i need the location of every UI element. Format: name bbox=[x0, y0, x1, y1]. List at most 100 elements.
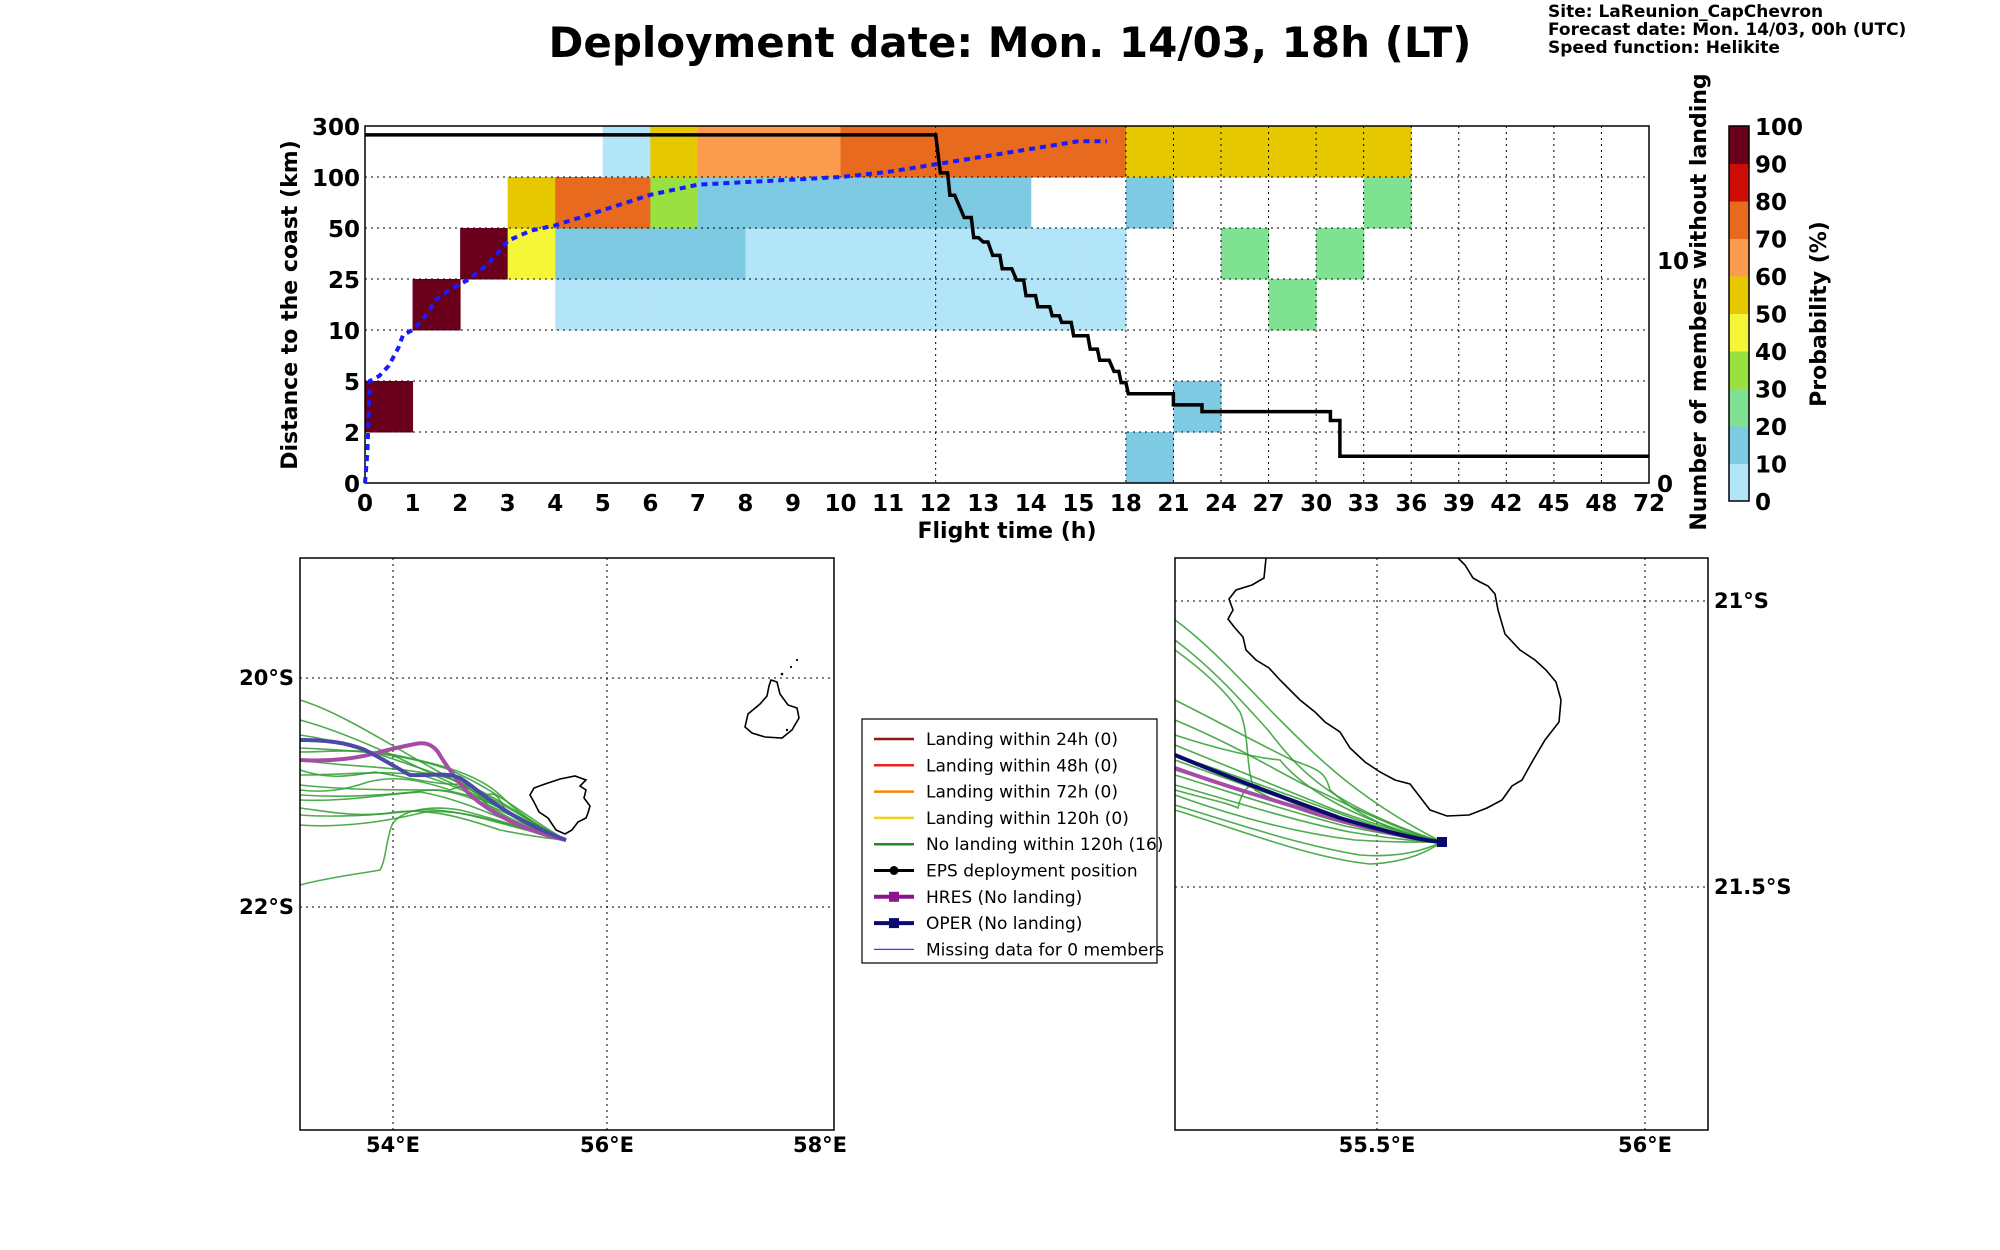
x-tick-label: 7 bbox=[690, 491, 706, 517]
heatmap-cell bbox=[460, 228, 509, 280]
ensemble-track bbox=[299, 807, 567, 841]
heatmap-cell bbox=[1030, 126, 1079, 178]
heatmap-cell bbox=[840, 177, 889, 229]
lat-tick: 20°S bbox=[239, 666, 294, 690]
ensemble-track bbox=[299, 807, 567, 886]
colorbar-tick-label: 20 bbox=[1755, 415, 1787, 441]
reunion-coastline bbox=[529, 775, 591, 835]
y-tick-label: 100 bbox=[312, 166, 360, 192]
colorbar-block bbox=[1729, 276, 1749, 314]
ensemble-track bbox=[1174, 744, 1443, 843]
heatmap-cell bbox=[1125, 177, 1174, 229]
y-tick-label: 10 bbox=[328, 319, 360, 345]
x-tick-label: 2 bbox=[452, 491, 468, 517]
ensemble-track bbox=[1174, 734, 1443, 843]
heatmap-cell bbox=[650, 228, 699, 280]
heatmap-cell bbox=[935, 228, 984, 280]
heatmap-cell bbox=[793, 279, 842, 331]
colorbar-tick-label: 60 bbox=[1755, 265, 1787, 291]
y-axis-label: Distance to the coast (km) bbox=[278, 140, 303, 470]
colorbar-tick-labels: 0 10 20 30 40 50 60 70 80 90 100 bbox=[1755, 115, 1803, 516]
colorbar: 0 10 20 30 40 50 60 70 80 90 100 Probability (%) bbox=[1728, 115, 1832, 516]
heatmap-cell bbox=[650, 177, 699, 229]
map-right: 55.5°E 56°E 21°S 21.5°S bbox=[1174, 557, 1791, 1157]
x-tick-label: 1 bbox=[405, 491, 421, 517]
ensemble-track bbox=[1174, 719, 1443, 843]
legend-label: Landing within 24h (0) bbox=[926, 730, 1118, 750]
x-tick-label: 8 bbox=[737, 491, 753, 517]
legend-label: Landing within 72h (0) bbox=[926, 783, 1118, 803]
x-tick-label: 4 bbox=[547, 491, 563, 517]
heatmap-cell bbox=[935, 279, 984, 331]
heatmap-cells bbox=[365, 126, 1412, 484]
x-tick-label: 13 bbox=[967, 491, 999, 517]
heatmap-cell bbox=[840, 228, 889, 280]
heatmap-cell bbox=[697, 279, 746, 331]
ensemble-track bbox=[1174, 649, 1443, 843]
x-tick-label: 5 bbox=[595, 491, 611, 517]
oper-track bbox=[299, 738, 567, 842]
y2-tick-labels: 0 10 bbox=[1657, 249, 1689, 498]
colorbar-block bbox=[1729, 163, 1749, 202]
lat-tick: 22°S bbox=[239, 895, 294, 919]
lon-tick: 54°E bbox=[366, 1133, 420, 1157]
lon-tick: 58°E bbox=[793, 1133, 847, 1157]
x-tick-label: 72 bbox=[1633, 491, 1665, 517]
heatmap-cell bbox=[745, 279, 794, 331]
heatmap-cell bbox=[888, 177, 937, 229]
hres-track bbox=[299, 741, 567, 842]
heatmap-cell bbox=[793, 228, 842, 280]
heatmap-cell bbox=[602, 279, 651, 331]
colorbar-block bbox=[1729, 126, 1749, 164]
x-tick-label: 6 bbox=[642, 491, 658, 517]
ensemble-track bbox=[1174, 794, 1443, 843]
mauritius-coastline bbox=[744, 678, 800, 739]
islet-4 bbox=[785, 728, 789, 732]
x-tick-label: 24 bbox=[1205, 491, 1237, 517]
ensemble-track bbox=[299, 810, 567, 841]
heatmap-cell bbox=[697, 228, 746, 280]
legend-label: OPER (No landing) bbox=[926, 914, 1082, 934]
legend-label: Landing within 120h (0) bbox=[926, 809, 1129, 829]
x-tick-label: 18 bbox=[1110, 491, 1142, 517]
heatmap-cell bbox=[935, 126, 984, 178]
heatmap-cell bbox=[1316, 126, 1365, 178]
x-tick-labels: 0 1 2 3 4 5 6 7 8 9 10 11 12 13 14 15 18 21 24 27 30 33 36 39 42… bbox=[357, 491, 1665, 517]
ensemble-track bbox=[1174, 809, 1443, 865]
mean-distance-curve bbox=[363, 139, 1107, 484]
heatmap-cell bbox=[1221, 126, 1270, 178]
x-tick-label: 12 bbox=[920, 491, 952, 517]
lon-tick: 56°E bbox=[580, 1133, 634, 1157]
colorbar-block bbox=[1729, 426, 1749, 464]
heatmap-cell bbox=[365, 381, 414, 433]
map-left-frame bbox=[299, 557, 835, 1131]
heatmap-cell bbox=[1363, 177, 1412, 229]
legend-label: Missing data for 0 members bbox=[926, 940, 1164, 960]
page-title: Deployment date: Mon. 14/03, 18h (LT) bbox=[548, 18, 1471, 67]
deployment-marker bbox=[1437, 837, 1447, 847]
colorbar-tick-label: 70 bbox=[1755, 228, 1787, 254]
heatmap-cell bbox=[1316, 228, 1365, 280]
heatmap-gridlines bbox=[365, 126, 1649, 483]
heatmap-cell bbox=[602, 228, 651, 280]
x-tick-label: 27 bbox=[1253, 491, 1285, 517]
lon-tick: 55.5°E bbox=[1339, 1133, 1416, 1157]
heatmap-cell bbox=[1173, 381, 1222, 433]
y-tick-label: 5 bbox=[344, 370, 360, 396]
probability-heatmap: 0 1 2 3 4 5 6 7 8 9 10 11 12 13 14 15 18 21 24 27 30 33 36 39 42… bbox=[278, 73, 1712, 544]
legend-label: EPS deployment position bbox=[926, 862, 1138, 882]
colorbar-block bbox=[1729, 313, 1749, 352]
heatmap-cell bbox=[650, 279, 699, 331]
legend-marker bbox=[889, 891, 899, 902]
colorbar-tick-label: 30 bbox=[1755, 378, 1787, 404]
heatmap-cell bbox=[983, 177, 1032, 229]
x-tick-label: 30 bbox=[1300, 491, 1332, 517]
oper-track bbox=[1174, 753, 1443, 844]
heatmap-cell bbox=[1363, 126, 1412, 178]
heatmap-cell bbox=[1221, 228, 1270, 280]
heatmap-cell bbox=[1030, 228, 1079, 280]
x-tick-label: 14 bbox=[1015, 491, 1047, 517]
x-tick-label: 9 bbox=[785, 491, 801, 517]
heatmap-cell bbox=[888, 279, 937, 331]
